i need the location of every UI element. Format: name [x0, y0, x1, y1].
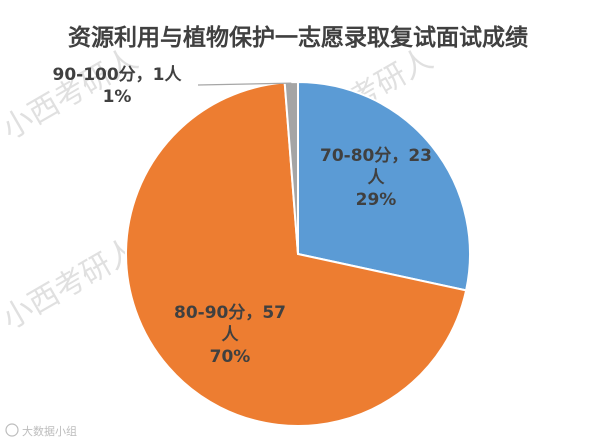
slice-label-70-80: 70-80分，23 人 29%: [320, 146, 432, 210]
slice-90-100: [283, 80, 299, 255]
logo-text: 大数据小组: [22, 424, 77, 438]
slice-70-80: [297, 80, 471, 292]
slice-label-line1: 90-100分，1人: [52, 65, 182, 85]
watermark: 小西考研人: [0, 232, 144, 337]
slice-label-80-90: 80-90分，57 人 70%: [174, 303, 286, 367]
slice-label-line2: 人: [368, 168, 386, 188]
slice-label-line1: 70-80分，23: [320, 146, 432, 166]
slice-label-line3: 29%: [356, 190, 397, 210]
chart-title: 资源利用与植物保护一志愿录取复试面试成绩: [68, 24, 528, 51]
pie-slices: [125, 80, 471, 427]
footer-logo: 大数据小组: [5, 423, 77, 438]
slice-label-line1: 80-90分，57: [174, 303, 286, 323]
slice-label-line3: 70%: [210, 347, 251, 367]
slice-80-90: [125, 81, 468, 427]
leader-line: [197, 82, 292, 86]
slice-label-line2: 1%: [103, 87, 132, 107]
slice-label-line2: 人: [222, 325, 240, 345]
slice-label-90-100: 90-100分，1人 1%: [52, 65, 182, 107]
logo-icon: [5, 423, 19, 437]
